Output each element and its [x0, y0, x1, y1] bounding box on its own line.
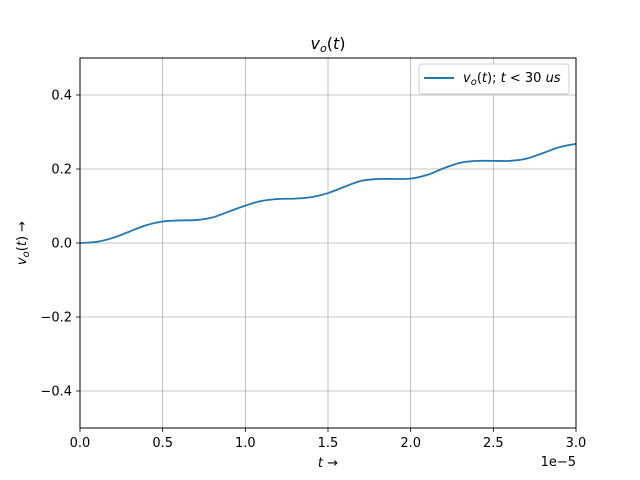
legend: vo(t); t < 30 us [418, 63, 570, 95]
series-line [79, 142, 577, 244]
chart-title: vo(t) [311, 34, 346, 55]
grid [79, 58, 577, 428]
x-tick-label: 0.0 [70, 436, 91, 451]
y-tick-label: −0.2 [40, 311, 72, 326]
x-tick-label: 0.5 [152, 436, 173, 451]
y-tick-label: −0.4 [40, 385, 72, 400]
y-axis-label: vo(t) → [15, 221, 32, 265]
x-tick-label: 2.5 [483, 436, 504, 451]
x-tick-label: 3.0 [566, 436, 587, 451]
x-axis-ticks: 0.0 0.5 1.0 1.5 2.0 2.5 3.0 [70, 428, 587, 451]
y-tick-label: 0.0 [51, 237, 72, 252]
x-tick-label: 1.5 [318, 436, 339, 451]
legend-box [418, 63, 570, 95]
plot-area [79, 142, 577, 244]
x-axis-label: t → [318, 456, 338, 471]
x-axis-offset-label: 1e−5 [541, 455, 576, 470]
legend-label: vo(t); t < 30 us [463, 71, 561, 88]
y-axis-ticks: −0.4 −0.2 0.0 0.2 0.4 [40, 89, 80, 400]
x-tick-label: 1.0 [235, 436, 256, 451]
y-tick-label: 0.2 [51, 163, 72, 178]
y-tick-label: 0.4 [51, 89, 72, 104]
x-tick-label: 2.0 [400, 436, 421, 451]
